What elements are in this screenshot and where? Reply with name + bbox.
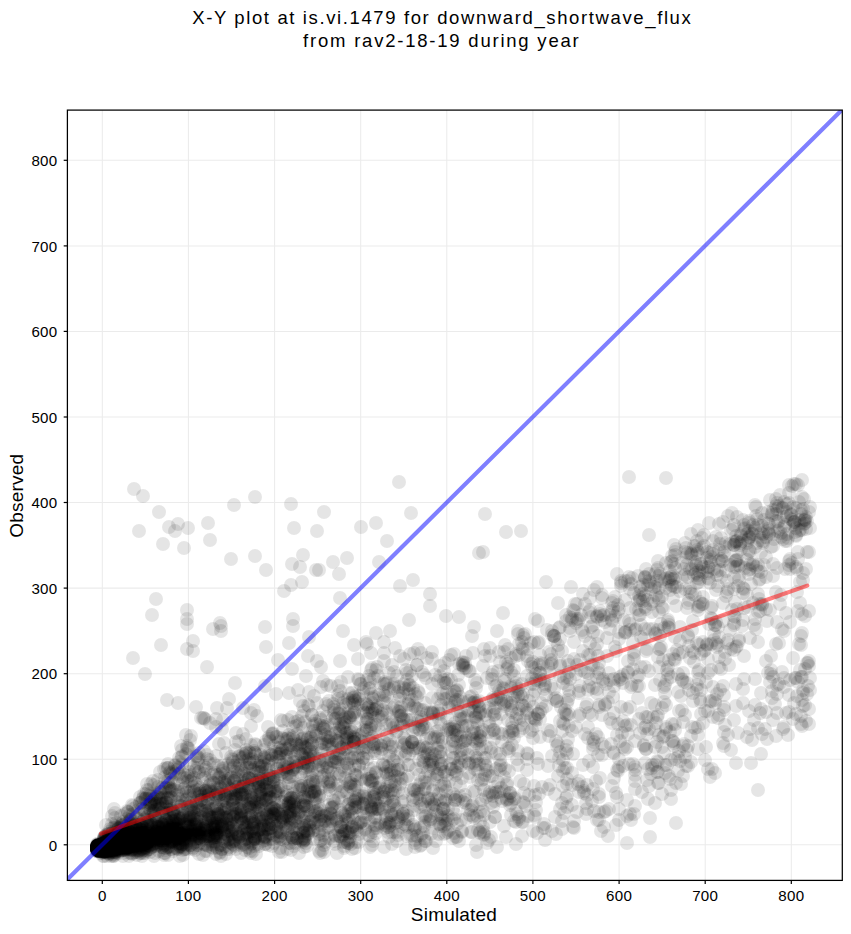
- svg-text:200: 200: [31, 665, 57, 682]
- svg-text:700: 700: [692, 887, 718, 904]
- svg-text:500: 500: [31, 409, 57, 426]
- svg-text:400: 400: [434, 887, 460, 904]
- svg-text:700: 700: [31, 238, 57, 255]
- svg-text:100: 100: [31, 751, 57, 768]
- svg-text:300: 300: [31, 580, 57, 597]
- svg-text:600: 600: [31, 323, 57, 340]
- svg-text:300: 300: [348, 887, 374, 904]
- svg-text:200: 200: [262, 887, 288, 904]
- svg-text:0: 0: [49, 837, 58, 854]
- svg-text:500: 500: [520, 887, 546, 904]
- svg-text:0: 0: [98, 887, 107, 904]
- svg-text:600: 600: [606, 887, 632, 904]
- svg-text:800: 800: [31, 152, 57, 169]
- svg-text:X-Y plot at is.vi.1479 for dow: X-Y plot at is.vi.1479 for downward_shor…: [192, 7, 692, 29]
- svg-text:Observed: Observed: [6, 454, 27, 538]
- svg-text:Simulated: Simulated: [411, 904, 497, 925]
- svg-text:400: 400: [31, 494, 57, 511]
- svg-text:100: 100: [175, 887, 201, 904]
- svg-text:800: 800: [778, 887, 804, 904]
- svg-text:from rav2-18-19 during year: from rav2-18-19 during year: [303, 30, 580, 51]
